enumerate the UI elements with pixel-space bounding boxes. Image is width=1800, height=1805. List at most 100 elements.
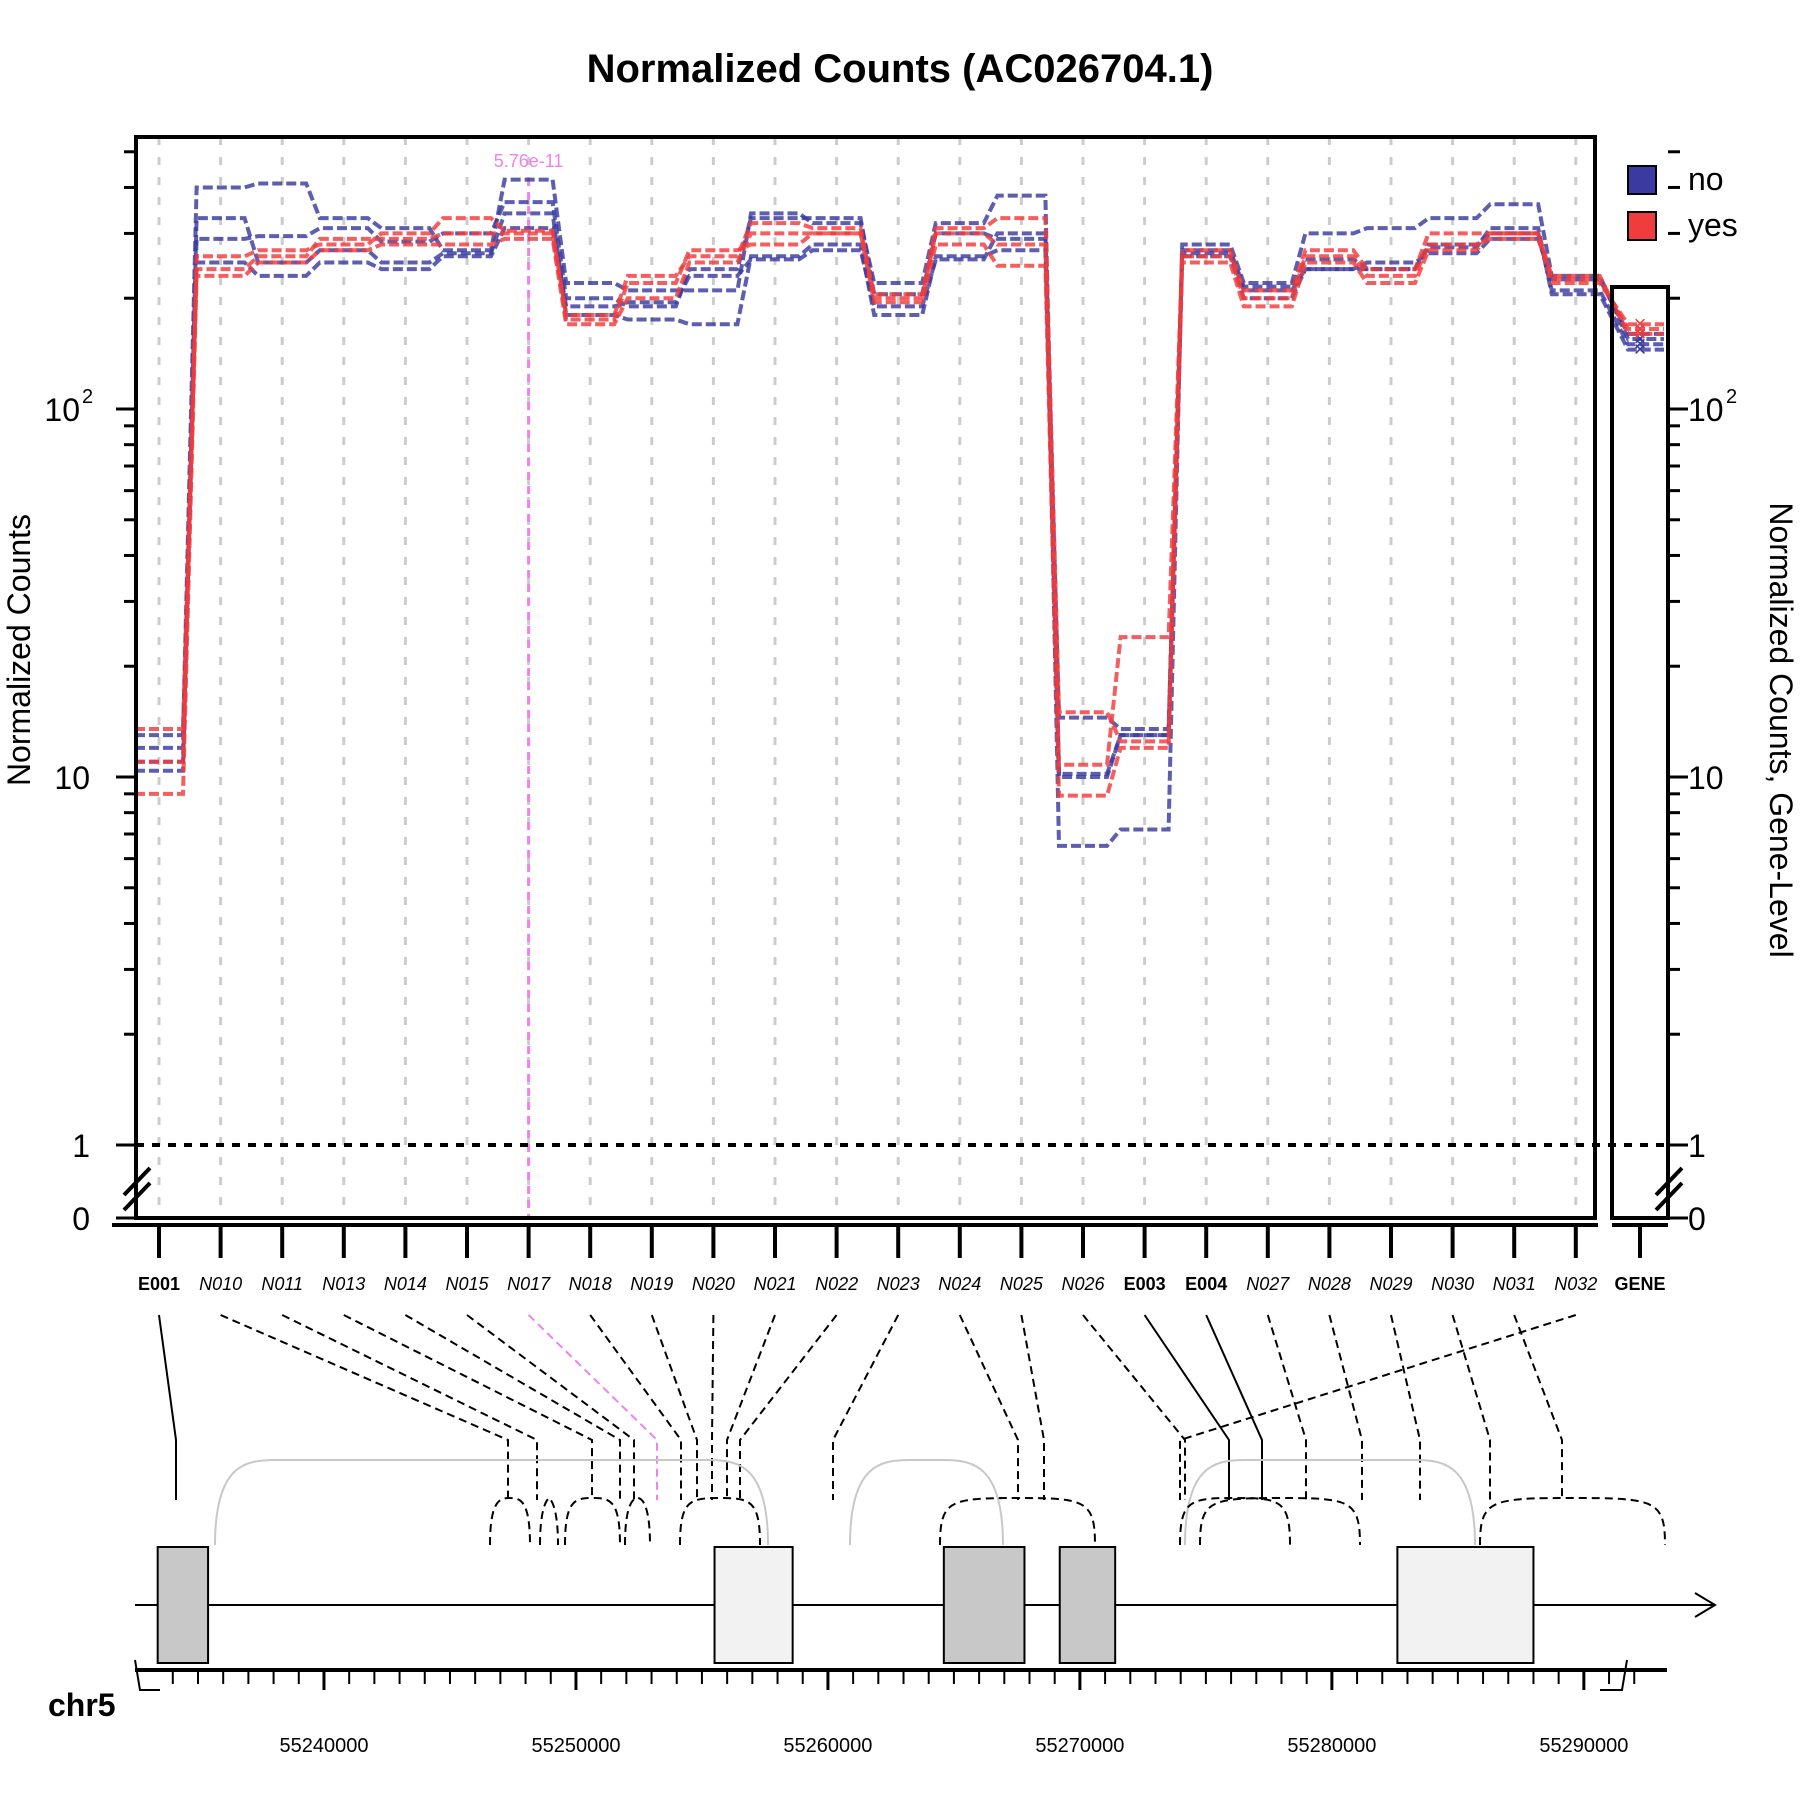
x-tick-label: E003 bbox=[1124, 1274, 1166, 1294]
x-tick-label-gene: GENE bbox=[1614, 1274, 1665, 1294]
feature-connector bbox=[1179, 1314, 1577, 1500]
feature-connector bbox=[281, 1314, 538, 1500]
feature-connector bbox=[404, 1314, 621, 1500]
feature-connector bbox=[1020, 1314, 1045, 1500]
x-tick-label: N018 bbox=[569, 1274, 612, 1294]
feature-connector bbox=[958, 1314, 1019, 1500]
splice-junction-arc bbox=[849, 1459, 1004, 1546]
x-tick-label: N013 bbox=[322, 1274, 365, 1294]
feature-connector bbox=[527, 1314, 658, 1500]
novel-junction-arc bbox=[1179, 1496, 1291, 1546]
feature-connector bbox=[1082, 1314, 1186, 1500]
x-tick-label: N023 bbox=[877, 1274, 920, 1294]
y2-tick-label: 10 bbox=[1688, 760, 1724, 796]
y-axis-label: Normalized Counts bbox=[1, 514, 37, 786]
feature-connector bbox=[711, 1314, 715, 1500]
genomic-tick-label: 55280000 bbox=[1287, 1735, 1376, 1757]
feature-connector bbox=[1205, 1314, 1263, 1500]
novel-junction-arc bbox=[489, 1496, 531, 1546]
feature-connector bbox=[1513, 1314, 1563, 1500]
y2-tick-label: 1 bbox=[1688, 1128, 1706, 1164]
chromosome-label: chr5 bbox=[48, 1687, 116, 1723]
gene-end-bracket bbox=[1600, 1659, 1628, 1691]
feature-connector bbox=[1328, 1314, 1363, 1500]
novel-junction-arc bbox=[539, 1496, 559, 1546]
genomic-tick-label: 55250000 bbox=[531, 1735, 620, 1757]
feature-connector bbox=[1266, 1314, 1307, 1500]
x-tick-label: N017 bbox=[507, 1274, 551, 1294]
legend-label-no: no bbox=[1688, 161, 1724, 197]
y-tick-label: 1 bbox=[72, 1128, 90, 1164]
gene-level-mark: × bbox=[1634, 337, 1647, 362]
legend-swatch-yes bbox=[1627, 211, 1657, 241]
feature-connector bbox=[343, 1314, 593, 1500]
x-tick-label: E004 bbox=[1185, 1274, 1227, 1294]
feature-connector bbox=[1390, 1314, 1421, 1500]
gene-start-bracket bbox=[134, 1659, 160, 1691]
feature-connector bbox=[726, 1314, 776, 1500]
feature-connector bbox=[589, 1314, 682, 1500]
series-line-no bbox=[135, 226, 1664, 764]
exon-block bbox=[156, 1546, 210, 1664]
x-tick-label: N032 bbox=[1554, 1274, 1597, 1294]
x-tick-label: N029 bbox=[1369, 1274, 1412, 1294]
series-line-no bbox=[135, 177, 1664, 848]
feature-connector bbox=[1143, 1314, 1230, 1500]
gene-level-mark: × bbox=[1634, 321, 1647, 346]
x-tick-label: N010 bbox=[199, 1274, 242, 1294]
x-tick-label: N015 bbox=[445, 1274, 489, 1294]
novel-junction-arc bbox=[939, 1496, 1096, 1546]
novel-junction-arc bbox=[564, 1496, 621, 1546]
novel-junction-arc bbox=[679, 1496, 761, 1546]
x-tick-label: N022 bbox=[815, 1274, 858, 1294]
gene-plot-frame bbox=[1610, 285, 1670, 1220]
series-line-yes bbox=[135, 216, 1664, 764]
genomic-tick-label: 55260000 bbox=[783, 1735, 872, 1757]
feature-connector bbox=[650, 1314, 698, 1500]
exon-block bbox=[942, 1546, 1026, 1664]
y-tick-exponent: 2 bbox=[82, 386, 93, 408]
y-tick-label: 10 bbox=[44, 392, 80, 428]
feature-connector bbox=[220, 1314, 509, 1500]
x-tick-label: N028 bbox=[1308, 1274, 1351, 1294]
x-tick-label: N027 bbox=[1246, 1274, 1290, 1294]
highlight-pvalue-label: 5.76e-11 bbox=[494, 151, 564, 171]
legend-swatch-no bbox=[1627, 165, 1657, 195]
novel-junction-arc bbox=[1479, 1496, 1666, 1546]
y-tick-label: 0 bbox=[72, 1201, 90, 1237]
x-tick-label: N025 bbox=[1000, 1274, 1044, 1294]
genomic-tick-label: 55290000 bbox=[1539, 1735, 1628, 1757]
feature-connector bbox=[158, 1314, 177, 1500]
chart-title: Normalized Counts (AC026704.1) bbox=[587, 47, 1214, 91]
novel-junction-arc bbox=[624, 1496, 651, 1546]
exon-block bbox=[1396, 1546, 1535, 1664]
x-tick-label: E001 bbox=[138, 1274, 180, 1294]
series-line-yes bbox=[135, 231, 1664, 798]
exon-block bbox=[713, 1546, 794, 1664]
genomic-tick-label: 55240000 bbox=[279, 1735, 368, 1757]
x-tick-label: N021 bbox=[753, 1274, 796, 1294]
x-tick-label: N026 bbox=[1061, 1274, 1105, 1294]
genomic-tick-label: 55270000 bbox=[1035, 1735, 1124, 1757]
x-tick-label: N020 bbox=[692, 1274, 735, 1294]
legend-label-yes: yes bbox=[1688, 207, 1738, 243]
y-tick-label: 10 bbox=[54, 760, 90, 796]
x-tick-label: N030 bbox=[1431, 1274, 1474, 1294]
y2-axis-label: Normalized Counts, Gene-Level bbox=[1763, 502, 1799, 957]
series-line-no bbox=[135, 200, 1664, 776]
exon-block bbox=[1058, 1546, 1117, 1664]
x-tick-label: N019 bbox=[630, 1274, 673, 1294]
axis-break-right bbox=[1654, 1166, 1684, 1212]
splice-junction-arc bbox=[1184, 1459, 1476, 1546]
feature-connector bbox=[739, 1314, 838, 1500]
y2-tick-label: 10 bbox=[1688, 392, 1724, 428]
x-tick-label: N031 bbox=[1493, 1274, 1536, 1294]
y2-tick-exponent: 2 bbox=[1726, 386, 1737, 408]
splice-junction-arc bbox=[214, 1459, 769, 1546]
x-tick-label: N024 bbox=[938, 1274, 981, 1294]
feature-connector bbox=[832, 1314, 900, 1500]
strand-arrow bbox=[1694, 1592, 1717, 1618]
feature-connector bbox=[1451, 1314, 1491, 1500]
main-plot-frame bbox=[134, 135, 1597, 1220]
